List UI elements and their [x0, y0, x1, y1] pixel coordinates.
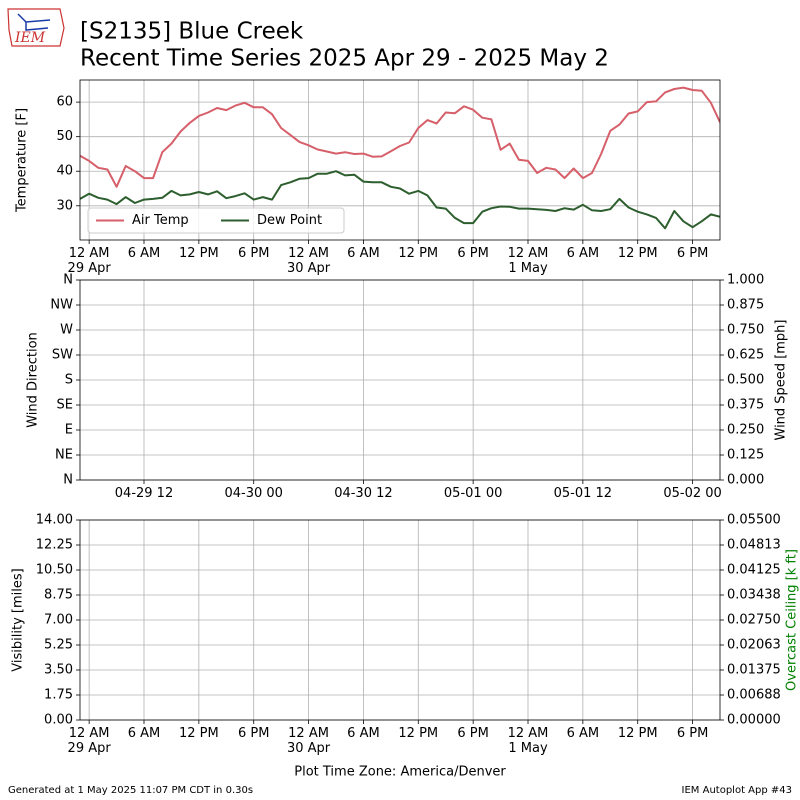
logo: IEM: [7, 8, 65, 47]
y2-tick-label: 0.250: [727, 423, 764, 438]
y2-tick-label: 0.000: [727, 473, 764, 488]
y2-tick-label: 0.00688: [727, 688, 781, 703]
y-tick-label: SW: [52, 348, 73, 363]
y-tick-label: 12.25: [36, 538, 73, 553]
series-line: [80, 86, 720, 188]
y2-tick-label: 0.01375: [727, 663, 781, 678]
x-tick-label: 6 PM: [237, 246, 270, 261]
x-axis-label: Plot Time Zone: America/Denver: [294, 765, 506, 780]
x-tick-label: 12 PM: [178, 246, 219, 261]
y2-axis-label: Overcast Ceiling [k ft]: [785, 549, 800, 691]
x-tick-label: 12 PM: [617, 726, 658, 741]
y-tick-label: 14.00: [36, 513, 73, 528]
x-tick-label: 6 AM: [566, 726, 600, 741]
x-tick-label: 6 AM: [347, 726, 380, 741]
y-tick-label: E: [65, 423, 73, 438]
axes-frame: [79, 519, 721, 721]
y-tick-label: 50: [56, 129, 73, 144]
y-tick-label: W: [60, 323, 73, 338]
x-tick-label: 12 PM: [178, 726, 219, 741]
y-tick-label: SE: [57, 398, 73, 413]
y-tick-label: 60: [56, 95, 73, 110]
x-tick-label: 6 AM: [566, 246, 600, 261]
legend-box: [87, 207, 345, 234]
legend-label: Dew Point: [257, 213, 322, 228]
y2-tick-label: 0.500: [727, 373, 764, 388]
series-line: [80, 170, 720, 230]
axes-frame: [79, 279, 721, 481]
x-tick-label: 04-29 12: [114, 486, 174, 501]
y-tick-label: 40: [56, 164, 73, 179]
y-tick-label: 8.75: [44, 588, 73, 603]
y2-tick-label: 0.02750: [727, 613, 781, 628]
y-tick-label: 0.00: [44, 713, 73, 728]
y-tick-label: 3.50: [44, 663, 73, 678]
y2-tick-label: 0.125: [727, 448, 764, 463]
x-tick-label: 05-01 00: [443, 486, 503, 501]
y-tick-label: 7.00: [44, 613, 73, 628]
x-tick-label: 6 AM: [127, 246, 161, 261]
y-tick-label: 5.25: [44, 638, 73, 653]
x-tick-label: 12 AM 29 Apr: [67, 246, 111, 276]
y-axis-label: Temperature [F]: [15, 108, 30, 213]
y-tick-label: 1.75: [44, 688, 73, 703]
legend-label: Air Temp: [132, 213, 189, 228]
x-tick-label: 12 AM 1 May: [507, 726, 549, 756]
x-tick-label: 6 PM: [457, 726, 489, 741]
x-tick-label: 12 PM: [617, 246, 658, 261]
y2-tick-label: 0.04813: [727, 538, 781, 553]
y-axis-label: Wind Direction: [26, 332, 41, 428]
x-tick-label: 12 AM 30 Apr: [286, 726, 331, 756]
y2-tick-label: 0.375: [727, 398, 764, 413]
x-tick-label: 6 PM: [676, 246, 709, 261]
x-tick-label: 05-01 12: [553, 486, 613, 501]
x-tick-label: 6 AM: [347, 246, 380, 261]
y2-tick-label: 0.04125: [727, 563, 781, 578]
logo-text: IEM: [14, 30, 46, 46]
y2-tick-label: 0.750: [727, 323, 764, 338]
y-tick-label: NW: [50, 298, 73, 313]
x-tick-label: 04-30 00: [224, 486, 283, 501]
y2-tick-label: 0.875: [727, 298, 764, 313]
y2-axis-label: Wind Speed [mph]: [774, 320, 789, 441]
logo-outline: [7, 8, 65, 47]
y-tick-label: N: [63, 473, 73, 488]
y2-tick-label: 1.000: [727, 273, 764, 288]
x-tick-label: 04-30 12: [334, 486, 393, 501]
y2-tick-label: 0.625: [727, 348, 764, 363]
y2-tick-label: 0.02063: [727, 638, 781, 653]
x-tick-label: 12 AM 1 May: [507, 246, 549, 276]
x-tick-label: 6 PM: [237, 726, 270, 741]
x-tick-label: 12 PM: [398, 726, 439, 741]
axes-frame: [79, 79, 721, 241]
y-tick-label: N: [63, 273, 73, 288]
x-tick-label: 12 AM 29 Apr: [67, 726, 111, 756]
x-tick-label: 05-02 00: [663, 486, 722, 501]
subtitle: Recent Time Series 2025 Apr 29 - 2025 Ma…: [80, 46, 609, 72]
footer-right: IEM Autoplot App #43: [682, 785, 792, 796]
x-tick-label: 12 AM 30 Apr: [286, 246, 331, 276]
title: [S2135] Blue Creek: [80, 19, 304, 45]
y-axis-label: Visibility [miles]: [11, 568, 26, 671]
y2-tick-label: 0.03438: [727, 588, 781, 603]
y-tick-label: S: [65, 373, 73, 388]
x-tick-label: 6 PM: [457, 246, 489, 261]
footer-left: Generated at 1 May 2025 11:07 PM CDT in …: [8, 785, 253, 796]
y-tick-label: 30: [56, 198, 73, 213]
x-tick-label: 12 PM: [398, 246, 439, 261]
y-tick-label: 10.50: [36, 563, 73, 578]
logo-lines: [17, 13, 51, 31]
y2-tick-label: 0.05500: [727, 513, 781, 528]
x-tick-label: 6 PM: [676, 726, 709, 741]
y-tick-label: NE: [55, 448, 73, 463]
y2-tick-label: 0.00000: [727, 713, 781, 728]
x-tick-label: 6 AM: [127, 726, 161, 741]
